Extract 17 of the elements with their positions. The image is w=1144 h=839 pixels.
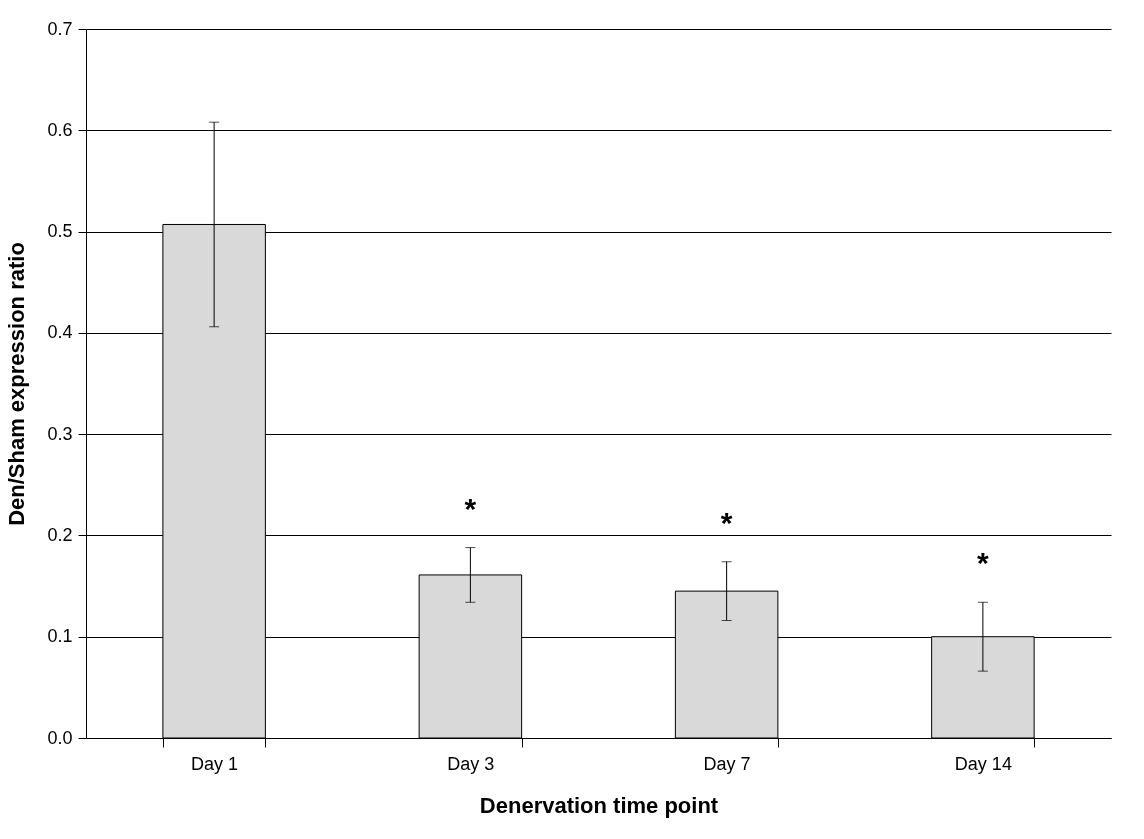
y-tick-label: 0.6 [47,119,73,140]
y-tick-label: 0.4 [47,322,73,343]
y-tick-label: 0.5 [47,221,73,242]
y-tick-label: 0.7 [47,18,73,39]
annotation: * [977,546,990,580]
y-tick-label: 0.0 [47,727,73,748]
x-tick-label: Day 3 [447,753,495,774]
annotation: * [464,491,477,525]
x-tick-label: Day 14 [954,753,1012,774]
x-tick-label: Day 7 [703,753,751,774]
x-axis-title: Denervation time point [479,792,719,818]
y-tick-label: 0.3 [47,423,73,444]
annotation: * [720,505,733,539]
y-tick-label: 0.1 [47,626,73,647]
y-tick-label: 0.2 [47,524,73,545]
x-tick-label: Day 1 [191,753,239,774]
y-axis-title: Den/Sham expression ratio [4,242,30,526]
